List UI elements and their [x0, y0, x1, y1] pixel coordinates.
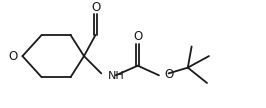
Text: O: O [165, 68, 174, 81]
Text: O: O [91, 1, 100, 14]
Text: O: O [9, 50, 18, 63]
Text: O: O [133, 30, 142, 43]
Text: NH: NH [108, 71, 125, 81]
